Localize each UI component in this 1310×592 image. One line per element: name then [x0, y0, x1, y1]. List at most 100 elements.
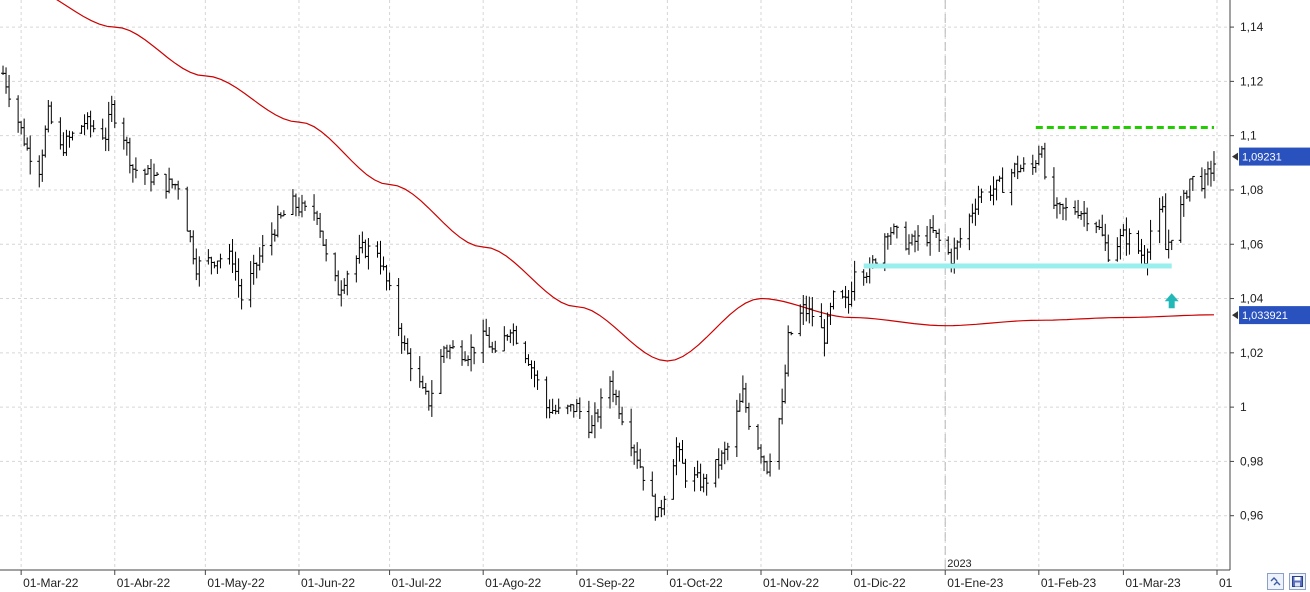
ohlc-bar	[547, 399, 552, 419]
moving-average-value-box-pointer	[1232, 311, 1238, 320]
ohlc-bar	[1094, 221, 1099, 234]
ohlc-bar	[248, 261, 253, 308]
ohlc-bar	[399, 323, 404, 354]
ohlc-bar	[7, 74, 12, 108]
ohlc-bar	[1033, 160, 1038, 173]
ohlc-bar	[1160, 196, 1165, 213]
ohlc-bar	[934, 230, 939, 238]
year-label: 2023	[947, 558, 971, 570]
ohlc-bar	[762, 455, 767, 472]
ohlc-bar	[447, 344, 452, 360]
ohlc-bar	[194, 248, 199, 281]
ohlc-bar	[88, 110, 93, 138]
ohlc-bar	[429, 380, 434, 417]
ohlc-bar	[1139, 238, 1144, 264]
ohlc-bar	[1009, 168, 1014, 206]
ohlc-bar	[142, 168, 147, 185]
ohlc-bar	[484, 318, 489, 336]
ohlc-bar	[1205, 161, 1210, 186]
ohlc-bar	[674, 437, 679, 476]
ohlc-bar	[206, 249, 211, 265]
ohlc-bar	[303, 200, 308, 211]
ohlc-bar	[1148, 219, 1153, 260]
ohlc-bar	[64, 129, 69, 156]
ohlc-bar	[324, 239, 329, 262]
ohlc-bar	[713, 459, 718, 488]
ohlc-bar	[595, 409, 600, 423]
x-tick-label: 01	[1219, 576, 1233, 590]
ohlc-bar	[130, 164, 135, 183]
ohlc-bar	[641, 466, 646, 491]
ohlc-bar	[650, 471, 655, 497]
ohlc-bar	[529, 360, 534, 379]
ohlc-bar	[239, 278, 244, 310]
ohlc-bar	[1082, 200, 1087, 227]
ohlc-bar	[339, 280, 344, 307]
ohlc-bar	[1012, 162, 1017, 178]
y-tick-label: 1	[1240, 400, 1247, 414]
ohlc-bar	[148, 158, 153, 192]
ohlc-bar	[1211, 151, 1216, 182]
ohlc-bar	[16, 95, 21, 133]
ohlc-bar	[1085, 207, 1090, 232]
ohlc-bar	[1181, 190, 1186, 217]
ohlc-bar	[514, 325, 519, 345]
ohlc-bar	[100, 118, 105, 140]
ohlc-bar	[916, 225, 921, 251]
ohlc-bar	[867, 257, 872, 284]
ohlc-bar	[354, 255, 359, 283]
ohlc-bar	[825, 312, 830, 344]
x-tick-label: 01-Ago-22	[485, 576, 541, 590]
ohlc-bar	[680, 440, 685, 464]
ohlc-bar	[1106, 234, 1111, 262]
ohlc-bar	[574, 399, 579, 413]
ohlc-bar	[493, 340, 498, 353]
ohlc-bar	[426, 390, 431, 411]
ohlc-bar	[611, 370, 616, 403]
double-chevron-icon	[1270, 577, 1281, 586]
ohlc-bar	[1097, 219, 1102, 230]
current-price-box: 1,09231	[1232, 147, 1310, 166]
ohlc-bar	[768, 453, 773, 477]
zoom-button[interactable]	[1267, 573, 1284, 590]
ohlc-bar	[472, 346, 477, 365]
ohlc-bar	[299, 194, 304, 218]
ohlc-bar	[692, 466, 697, 492]
ohlc-bar	[251, 254, 256, 285]
x-tick-label: 01-Mar-22	[23, 576, 79, 590]
ohlc-bar	[1100, 214, 1105, 237]
y-tick-label: 1,04	[1240, 292, 1264, 306]
ohlc-bar	[955, 240, 960, 260]
ohlc-bar	[903, 221, 908, 251]
ohlc-bar	[662, 495, 667, 516]
ohlc-bar	[556, 398, 561, 414]
x-tick-label: 01-Feb-23	[1041, 576, 1097, 590]
ohlc-bar	[188, 229, 193, 243]
ohlc-bar	[864, 272, 869, 284]
x-tick-label: 01-Nov-22	[763, 576, 819, 590]
ohlc-bar	[620, 406, 625, 426]
ohlc-bar	[49, 101, 54, 125]
moving-average-value-box: 1,033921	[1232, 306, 1310, 325]
ohlc-bar	[1000, 167, 1005, 193]
ohlc-bar	[336, 270, 341, 296]
ohlc-bar	[1208, 160, 1213, 187]
ohlc-bar	[783, 364, 788, 404]
ohlc-bar	[1190, 175, 1195, 191]
y-tick-label: 1,12	[1240, 74, 1264, 88]
ohlc-bar	[508, 329, 513, 344]
ohlc-bar	[408, 348, 413, 382]
save-button[interactable]	[1289, 573, 1306, 590]
ohlc-bar	[949, 248, 954, 273]
ohlc-bar	[164, 173, 169, 199]
ohlc-bar	[121, 117, 126, 150]
ohlc-bar	[127, 137, 132, 174]
ohlc-bar	[43, 125, 48, 158]
ohlc-bar	[387, 272, 392, 291]
ohlc-bar	[230, 239, 235, 273]
ohlc-bar	[798, 304, 803, 337]
ohlc-bar	[112, 100, 117, 128]
ohlc-bar	[1184, 190, 1189, 200]
current-price-box-label: 1,09231	[1242, 152, 1282, 164]
ohlc-bar	[946, 236, 951, 255]
